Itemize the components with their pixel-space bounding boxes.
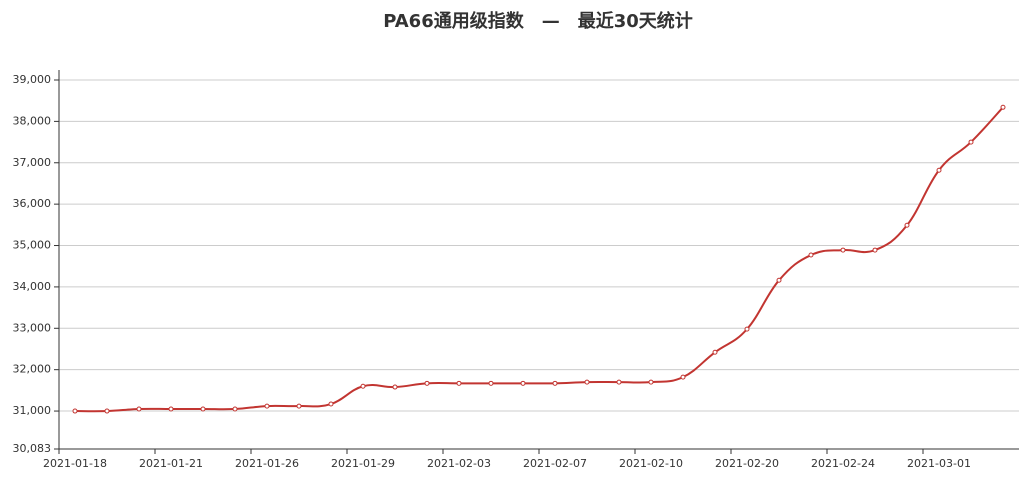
x-tick-label: 2021-02-20 [715, 457, 779, 470]
x-tick-label: 2021-02-07 [523, 457, 587, 470]
x-tick-label: 2021-03-01 [907, 457, 971, 470]
point [584, 379, 590, 385]
x-tick-label: 2021-01-26 [235, 457, 299, 470]
x-tick-label: 2021-01-18 [43, 457, 107, 470]
point [968, 139, 974, 145]
point [104, 408, 110, 414]
point [904, 222, 910, 228]
point [488, 380, 494, 386]
point [616, 379, 622, 385]
y-tick-label: 30,083 [13, 442, 52, 455]
x-tick-label: 2021-02-24 [811, 457, 875, 470]
point [72, 408, 78, 414]
x-tick-label: 2021-01-21 [139, 457, 203, 470]
point [520, 380, 526, 386]
point [808, 252, 814, 258]
y-tick-label: 34,000 [13, 280, 52, 293]
point [232, 406, 238, 412]
point [840, 247, 846, 253]
y-tick-label: 31,000 [13, 404, 52, 417]
y-tick-label: 32,000 [13, 363, 52, 376]
y-tick-label: 35,000 [13, 239, 52, 252]
point [168, 406, 174, 412]
point [328, 401, 334, 407]
point [936, 167, 942, 173]
x-tick-label: 2021-02-03 [427, 457, 491, 470]
line [74, 106, 1004, 413]
point [680, 374, 686, 380]
y-tick-label: 33,000 [13, 321, 52, 334]
point [744, 326, 750, 332]
point [424, 380, 430, 386]
point [552, 380, 558, 386]
point [200, 406, 206, 412]
x-tick-label: 2021-01-29 [331, 457, 395, 470]
x-tick-label: 2021-02-10 [619, 457, 683, 470]
point [136, 406, 142, 412]
point [296, 403, 302, 409]
chart-title: PA66通用级指数 — 最近30天统计 [383, 10, 693, 32]
y-tick-label: 38,000 [13, 114, 52, 127]
point [712, 349, 718, 355]
point [264, 403, 270, 409]
point [872, 247, 878, 253]
y-tick-label: 39,000 [13, 73, 52, 86]
y-tick-label: 36,000 [13, 197, 52, 210]
y-tick-label: 37,000 [13, 156, 52, 169]
point [648, 379, 654, 385]
point [360, 383, 366, 389]
point [456, 380, 462, 386]
point [392, 384, 398, 390]
point [1000, 104, 1006, 110]
point [776, 277, 782, 283]
